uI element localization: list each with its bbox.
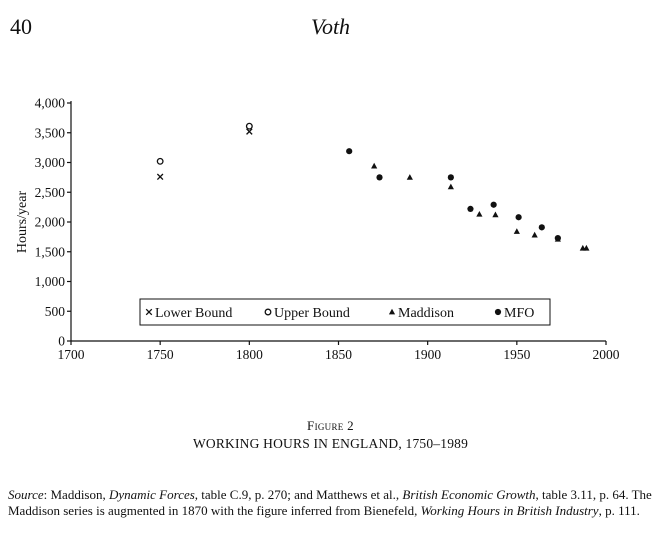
mfo-point [490,201,497,208]
axes: 0 500 1,000 1,500 2,000 2,500 3,000 3,500 4,000 1… [15,96,620,363]
mfo-point [447,174,454,181]
mfo-point [376,174,383,181]
legend-maddison-label: Maddison [398,306,454,321]
running-head: Voth [310,14,351,39]
maddison-point [492,211,499,218]
source-note: Source: Maddison, Dynamic Forces, table … [8,487,656,519]
legend-mfo-label: MFO [504,306,534,321]
source-text-3: , table 3.11, p. 64. The Maddison series… [8,487,652,518]
legend: Lower Bound Upper Bound Maddison MFO [139,298,551,326]
page-number: 40 [10,14,32,39]
y-tick-label: 2,000 [35,215,66,230]
x-tick-label: 1900 [414,347,441,362]
legend-mfo-marker [494,308,502,316]
legend-box [139,298,551,326]
y-tick-label: 3,500 [35,125,66,140]
maddison-point [531,231,538,238]
y-tick-label: 1,500 [35,244,66,259]
figure-title: WORKING HOURS IN ENGLAND, 1750–1989 [192,436,469,451]
mfo-point [554,234,561,242]
y-tick-label: 4,000 [35,96,66,111]
x-tick-label: 1850 [325,347,352,362]
x-tick-label: 1750 [147,347,174,362]
y-tick-label: 1,000 [35,274,66,289]
x-tick-label: 1950 [503,347,530,362]
y-tick-label: 0 [58,334,65,349]
source-text-4: , p. 111. [598,503,640,518]
working-hours-chart: 0 500 1,000 1,500 2,000 2,500 3,000 3,500 4,000 1… [15,96,620,363]
maddison-point [513,228,520,234]
source-text-1: : Maddison, [43,487,109,502]
mfo-point [515,214,522,221]
mfo-point [467,205,474,213]
lower-bound-point [246,128,253,135]
maddison-point [371,162,378,169]
legend-lower-bound-label: Lower Bound [155,306,232,321]
lower-bound-point [156,173,164,181]
figure-label: Figure 2 [307,418,354,433]
maddison-point [583,244,590,251]
maddison-point [476,210,483,217]
source-title-3: Working Hours in British Industry [420,503,599,518]
legend-upper-bound-marker [264,308,272,316]
mfo-point [346,148,353,155]
y-tick-label: 3,000 [35,155,66,170]
source-text-2: table C.9, p. 270; and Matthews et al., [198,487,403,502]
y-tick-label: 2,500 [35,185,66,200]
mfo-point [538,224,545,231]
legend-lower-bound-marker [145,308,153,316]
legend-maddison-marker [388,308,396,315]
x-tick-label: 2000 [593,347,620,362]
maddison-point [447,183,454,190]
upper-bound-point [156,157,164,165]
y-tick-label: 500 [45,304,66,319]
data-points [156,122,590,251]
upper-bound-point [245,122,253,130]
source-title-1: Dynamic Forces, [109,487,199,502]
x-tick-label: 1700 [58,347,85,362]
source-lead: Source [8,487,44,502]
y-axis-label: Hours/year [15,191,30,254]
x-tick-label: 1800 [236,347,263,362]
maddison-point [406,174,413,180]
source-title-2: British Economic Growth [402,487,536,502]
legend-upper-bound-label: Upper Bound [274,306,350,321]
